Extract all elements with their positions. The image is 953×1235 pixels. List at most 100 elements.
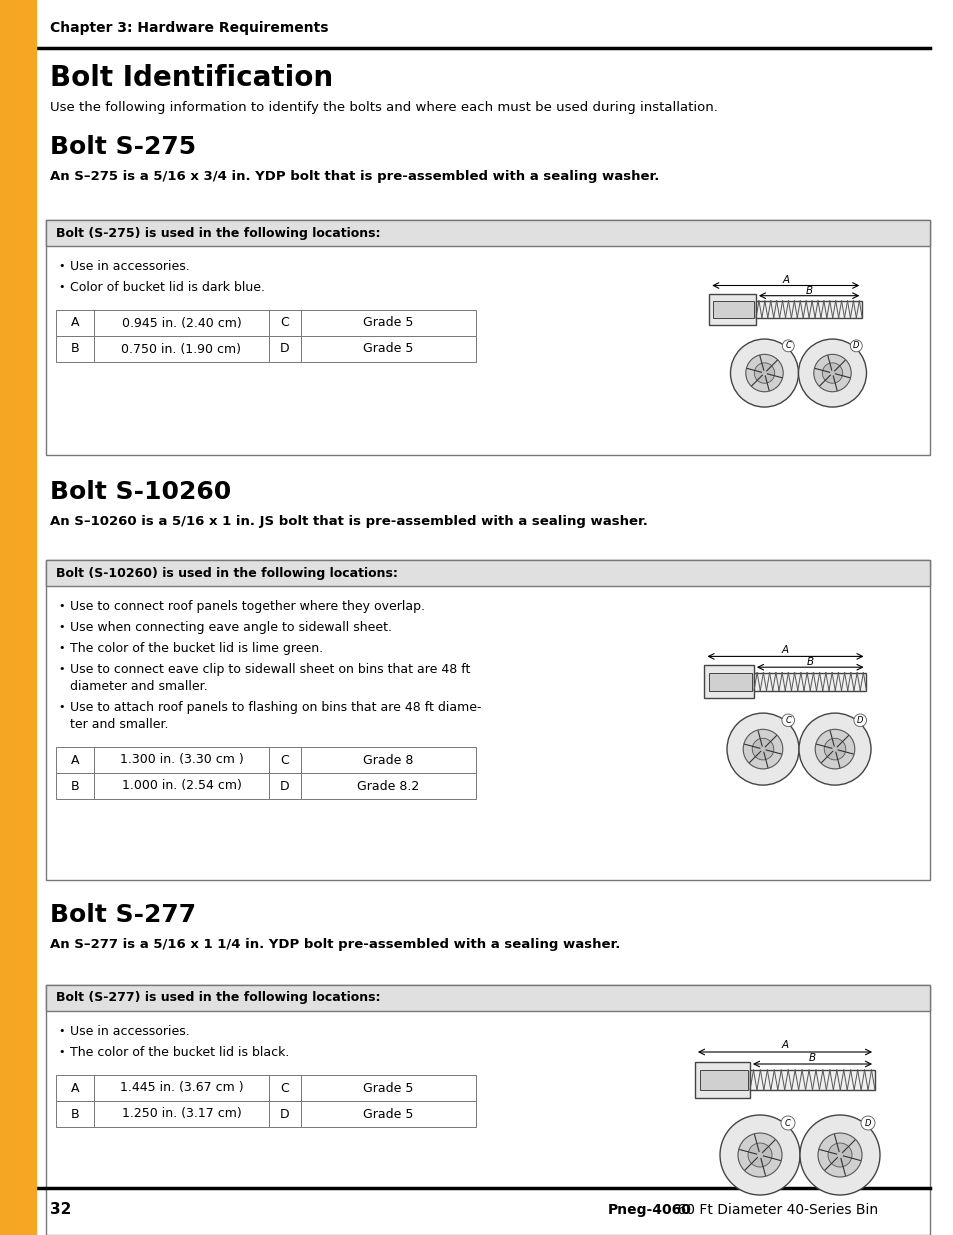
Circle shape <box>815 730 854 769</box>
Circle shape <box>827 1144 851 1167</box>
Circle shape <box>813 354 850 391</box>
Circle shape <box>798 340 865 408</box>
Text: Bolt Identification: Bolt Identification <box>50 64 333 91</box>
Text: •: • <box>58 1026 65 1036</box>
Text: Bolt S-277: Bolt S-277 <box>50 903 196 927</box>
Text: A: A <box>71 1082 79 1094</box>
Text: D: D <box>280 1108 290 1120</box>
Text: •: • <box>58 643 65 653</box>
Text: 60 Ft Diameter 40-Series Bin: 60 Ft Diameter 40-Series Bin <box>672 1203 877 1216</box>
Text: Bolt S-275: Bolt S-275 <box>50 135 196 159</box>
Text: diameter and smaller.: diameter and smaller. <box>70 680 208 693</box>
Bar <box>269 1074 301 1100</box>
Text: Pneg-4060: Pneg-4060 <box>607 1203 691 1216</box>
Bar <box>46 220 929 246</box>
Text: D: D <box>863 1119 870 1128</box>
Text: Use the following information to identify the bolts and where each must be used : Use the following information to identif… <box>50 101 717 115</box>
Bar <box>56 336 94 362</box>
Text: •: • <box>58 282 65 291</box>
Bar <box>708 673 751 690</box>
Text: •: • <box>58 701 65 713</box>
Text: A: A <box>781 1040 788 1050</box>
Bar <box>269 336 301 362</box>
Text: Use to connect eave clip to sidewall sheet on bins that are 48 ft: Use to connect eave clip to sidewall she… <box>70 663 470 676</box>
Circle shape <box>817 1132 862 1177</box>
Circle shape <box>821 363 841 383</box>
Bar <box>713 301 754 317</box>
Text: •: • <box>58 601 65 611</box>
Bar <box>46 559 929 881</box>
Circle shape <box>800 1115 879 1195</box>
Text: Bolt (S-275) is used in the following locations:: Bolt (S-275) is used in the following lo… <box>56 226 380 240</box>
Bar <box>755 301 862 317</box>
Text: B: B <box>71 342 79 356</box>
Circle shape <box>849 340 862 352</box>
Bar <box>94 773 269 799</box>
Text: 0.945 in. (2.40 cm): 0.945 in. (2.40 cm) <box>121 316 241 330</box>
Text: C: C <box>280 753 289 767</box>
Text: A: A <box>71 753 79 767</box>
Text: 1.300 in. (3.30 cm ): 1.300 in. (3.30 cm ) <box>119 753 243 767</box>
Bar <box>46 986 929 1235</box>
Text: 32: 32 <box>50 1203 71 1218</box>
Bar <box>46 220 929 454</box>
Text: 1.250 in. (3.17 cm): 1.250 in. (3.17 cm) <box>121 1108 241 1120</box>
Circle shape <box>745 354 782 391</box>
Bar <box>269 1100 301 1128</box>
Circle shape <box>781 1116 794 1130</box>
Text: C: C <box>784 1119 790 1128</box>
Text: A: A <box>71 316 79 330</box>
Circle shape <box>751 739 773 760</box>
Text: The color of the bucket lid is black.: The color of the bucket lid is black. <box>70 1046 289 1058</box>
Bar <box>753 673 865 690</box>
Text: Use to connect roof panels together where they overlap.: Use to connect roof panels together wher… <box>70 600 424 613</box>
Bar <box>46 986 929 1011</box>
Text: B: B <box>808 1053 815 1063</box>
Bar <box>301 1074 476 1100</box>
Text: C: C <box>784 716 790 725</box>
Bar <box>56 773 94 799</box>
Text: Grade 5: Grade 5 <box>363 342 414 356</box>
Bar <box>301 747 476 773</box>
Text: Bolt (S-277) is used in the following locations:: Bolt (S-277) is used in the following lo… <box>56 992 380 1004</box>
Circle shape <box>738 1132 781 1177</box>
Text: 0.750 in. (1.90 cm): 0.750 in. (1.90 cm) <box>121 342 241 356</box>
Bar <box>301 1100 476 1128</box>
Text: Grade 5: Grade 5 <box>363 316 414 330</box>
Text: C: C <box>280 1082 289 1094</box>
Text: 1.000 in. (2.54 cm): 1.000 in. (2.54 cm) <box>121 779 241 793</box>
Bar <box>301 773 476 799</box>
Text: Color of bucket lid is dark blue.: Color of bucket lid is dark blue. <box>70 282 265 294</box>
Bar <box>94 1100 269 1128</box>
Text: A: A <box>781 645 788 655</box>
Text: Bolt S-10260: Bolt S-10260 <box>50 480 231 504</box>
Text: B: B <box>71 779 79 793</box>
Bar <box>56 747 94 773</box>
Bar <box>301 310 476 336</box>
Circle shape <box>747 1144 771 1167</box>
Bar <box>56 310 94 336</box>
Text: D: D <box>280 779 290 793</box>
Text: B: B <box>71 1108 79 1120</box>
Text: •: • <box>58 1047 65 1057</box>
Circle shape <box>720 1115 800 1195</box>
Bar <box>94 747 269 773</box>
Text: Grade 5: Grade 5 <box>363 1108 414 1120</box>
Text: Use in accessories.: Use in accessories. <box>70 1025 190 1037</box>
Bar <box>269 747 301 773</box>
Text: D: D <box>280 342 290 356</box>
Bar <box>94 310 269 336</box>
Text: C: C <box>280 316 289 330</box>
Text: Use when connecting eave angle to sidewall sheet.: Use when connecting eave angle to sidewa… <box>70 621 392 634</box>
Text: •: • <box>58 664 65 674</box>
Text: Use in accessories.: Use in accessories. <box>70 261 190 273</box>
Circle shape <box>823 739 845 760</box>
Bar <box>94 336 269 362</box>
Circle shape <box>861 1116 874 1130</box>
Text: •: • <box>58 622 65 632</box>
Circle shape <box>781 340 794 352</box>
Circle shape <box>799 713 870 785</box>
Text: D: D <box>852 341 859 351</box>
Text: An S–277 is a 5/16 x 1 1/4 in. YDP bolt pre-assembled with a sealing washer.: An S–277 is a 5/16 x 1 1/4 in. YDP bolt … <box>50 939 619 951</box>
Bar <box>708 294 755 325</box>
